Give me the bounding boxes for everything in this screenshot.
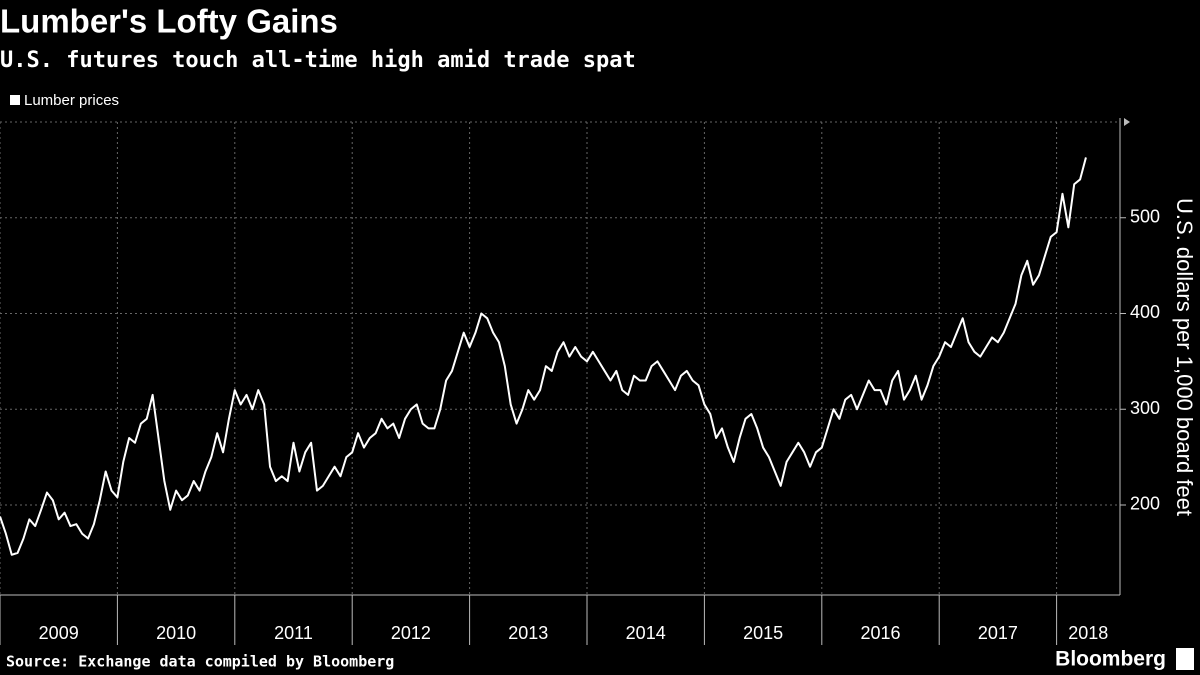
x-tick-label: 2010 <box>156 623 196 643</box>
y-tick-label: 500 <box>1130 206 1160 226</box>
x-tick-label: 2011 <box>274 623 313 643</box>
x-tick-label: 2014 <box>626 623 666 643</box>
x-tick-label: 2013 <box>508 623 548 643</box>
source: Source: Exchange data compiled by Bloomb… <box>6 653 394 671</box>
y-tick-label: 400 <box>1130 302 1160 322</box>
x-tick-label: 2012 <box>391 623 431 643</box>
x-tick-label: 2015 <box>743 623 783 643</box>
legend-swatch <box>10 95 20 105</box>
y-axis-title: U.S. dollars per 1,000 board feet <box>1172 198 1197 516</box>
axis-arrow <box>1124 118 1130 126</box>
x-tick-label: 2017 <box>978 623 1018 643</box>
x-tick-label: 2009 <box>39 623 79 643</box>
chart-subtitle: U.S. futures touch all-time high amid tr… <box>0 48 636 73</box>
y-tick-label: 300 <box>1130 398 1160 418</box>
chart-title: Lumber's Lofty Gains <box>0 3 338 40</box>
x-tick-label: 2018 <box>1068 623 1108 643</box>
price-line <box>0 157 1087 556</box>
x-tick-label: 2016 <box>860 623 900 643</box>
brand-icon <box>1176 648 1194 670</box>
legend-label: Lumber prices <box>24 92 119 109</box>
y-tick-label: 200 <box>1130 494 1160 514</box>
brand: Bloomberg <box>1055 648 1166 671</box>
